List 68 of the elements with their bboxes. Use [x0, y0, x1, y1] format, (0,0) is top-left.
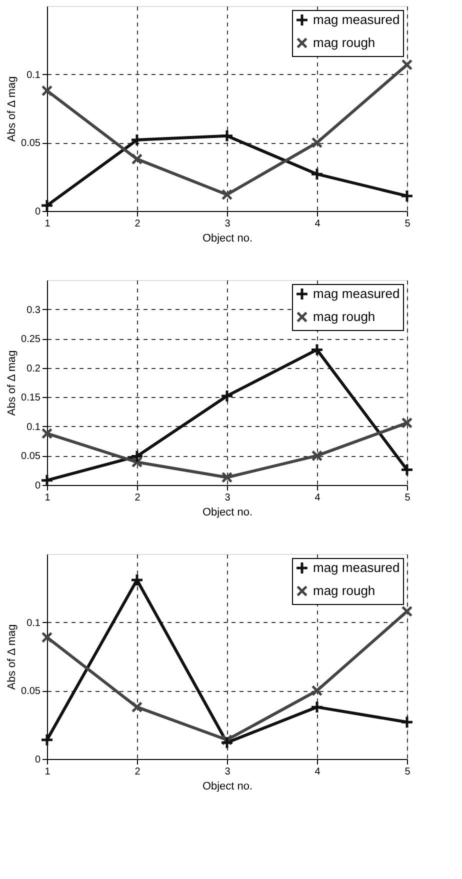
point	[40, 733, 54, 747]
y-tick-label: 0	[34, 754, 41, 766]
y-tick-label: 0.15	[21, 392, 41, 404]
y-tick-label: 0.2	[26, 363, 41, 374]
point	[221, 472, 233, 484]
x-tick-label: 2	[134, 218, 141, 230]
point	[221, 188, 233, 200]
x-axis-title: Object no.	[202, 780, 253, 792]
y-axis-title: Abs of Δ mag	[6, 624, 18, 690]
x-tick-label: 4	[314, 492, 321, 504]
legend-label: mag rough	[313, 35, 376, 50]
y-tick-label: 0.3	[26, 304, 41, 316]
x-tick-label: 2	[134, 766, 141, 778]
x-axis-title: Object no.	[202, 232, 253, 244]
y-tick-label: 0.1	[26, 422, 41, 433]
y-tick-label: 0	[34, 206, 41, 218]
point	[220, 736, 234, 750]
point	[310, 700, 324, 714]
point	[310, 167, 324, 181]
point	[311, 685, 323, 696]
legend-label: mag rough	[313, 309, 376, 324]
x-tick-label: 3	[224, 218, 231, 230]
point	[41, 428, 53, 440]
y-tick-label: 0.05	[21, 138, 41, 150]
y-axis-title: Abs of Δ mag	[6, 76, 18, 142]
y-tick-label: 0.05	[21, 451, 41, 462]
y-tick-label: 0	[34, 480, 41, 492]
legend-label: mag measured	[313, 12, 400, 27]
point	[130, 450, 144, 464]
x-tick-label: 4	[314, 218, 321, 230]
x-tick-label: 1	[44, 218, 51, 230]
point	[310, 342, 324, 356]
x-axis-title: Object no.	[202, 506, 253, 518]
x-tick-label: 4	[314, 766, 321, 778]
y-tick-label: 0.1	[26, 70, 41, 81]
y-axis-title: Abs of Δ mag	[6, 350, 18, 416]
x-tick-label: 3	[224, 492, 231, 504]
x-tick-label: 1	[44, 766, 51, 778]
legend-label: mag measured	[313, 286, 400, 301]
point	[131, 701, 143, 713]
point	[401, 606, 413, 618]
legend-label: mag measured	[313, 560, 400, 575]
y-tick-label: 0.1	[26, 618, 41, 629]
legend-label: mag rough	[313, 583, 376, 598]
x-tick-label: 5	[404, 492, 411, 504]
point	[401, 417, 413, 429]
y-tick-label: 0.05	[21, 686, 41, 698]
point	[311, 137, 323, 148]
point	[400, 463, 414, 476]
point	[401, 59, 413, 70]
point	[40, 198, 54, 212]
x-tick-label: 5	[404, 766, 411, 778]
point	[41, 632, 53, 643]
point	[311, 450, 323, 462]
x-tick-label: 1	[44, 492, 51, 504]
point	[41, 85, 53, 96]
x-tick-label: 5	[404, 218, 411, 230]
point	[220, 389, 234, 403]
point	[400, 189, 414, 203]
y-tick-label: 0.25	[21, 334, 41, 346]
point	[130, 133, 144, 147]
x-tick-label: 3	[224, 766, 231, 778]
point	[130, 573, 144, 587]
point	[40, 474, 54, 488]
point	[220, 129, 234, 143]
point	[131, 153, 143, 165]
point	[400, 715, 414, 729]
x-tick-label: 2	[134, 492, 141, 504]
